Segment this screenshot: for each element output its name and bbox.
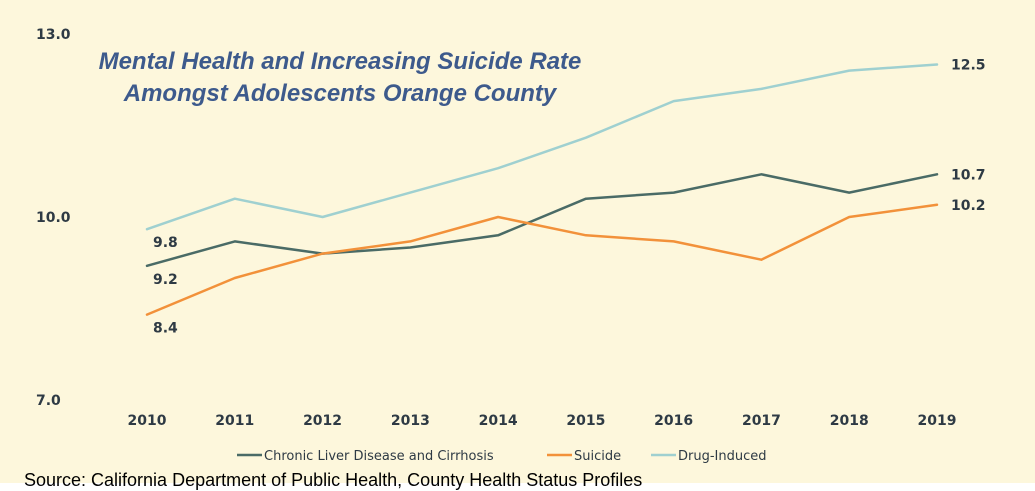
data-label: 10.7 [951,167,986,183]
chart-title-line-1: Mental Health and Increasing Suicide Rat… [98,48,582,75]
x-tick-label: 2018 [830,413,869,429]
chart-title-line-2: Amongst Adolescents Orange County [123,80,557,107]
x-tick-label: 2019 [918,413,957,429]
chart-title: Mental Health and Increasing Suicide Rat… [40,46,640,110]
y-tick-label: 7.0 [36,393,61,409]
x-tick-label: 2011 [215,413,254,429]
x-tick-label: 2016 [654,413,693,429]
legend-label: Drug-Induced [678,449,767,464]
x-tick-label: 2012 [303,413,342,429]
x-tick-label: 2010 [128,413,167,429]
series-line-2 [145,63,939,231]
x-axis-ticks: 2010 2011 2012 2013 2014 2015 2016 2017 2018 2019 [128,413,957,429]
data-label: 8.4 [153,321,178,337]
series-line-0 [145,173,939,268]
data-label: 12.5 [951,58,986,74]
legend: Chronic Liver Disease and Cirrhosis Suici… [237,449,767,464]
data-label: 9.2 [153,272,178,288]
source-note: Source: California Department of Public … [24,470,643,490]
x-tick-label: 2013 [391,413,430,429]
x-tick-label: 2014 [479,413,518,429]
data-label: 9.8 [153,235,178,251]
x-tick-label: 2015 [566,413,605,429]
legend-label: Suicide [574,449,621,464]
series-lines [145,63,939,316]
y-tick-label: 10.0 [36,210,71,226]
data-label: 10.2 [951,198,986,214]
legend-label: Chronic Liver Disease and Cirrhosis [264,449,494,464]
y-axis-ticks: 7.0 10.0 13.0 [36,27,71,409]
data-labels: 9.2 10.7 8.4 10.2 9.8 12.5 [153,58,986,337]
series-line-1 [145,203,939,316]
x-tick-label: 2017 [742,413,781,429]
y-tick-label: 13.0 [36,27,71,43]
